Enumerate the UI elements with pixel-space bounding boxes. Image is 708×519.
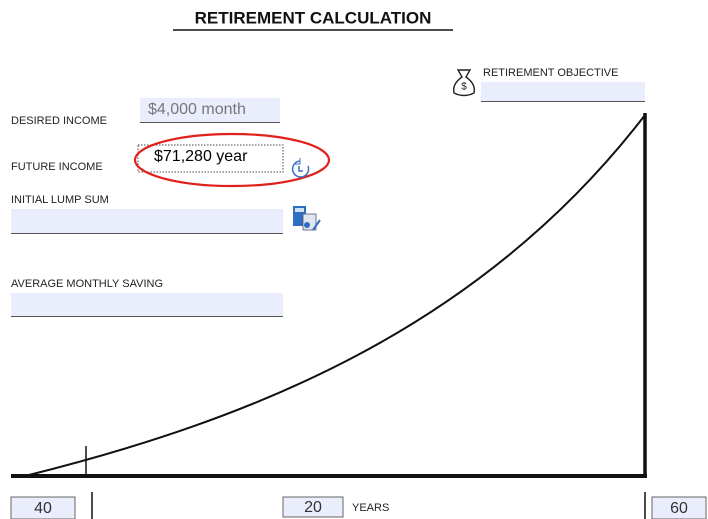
desired-income-field[interactable]	[140, 98, 280, 122]
years-field[interactable]	[282, 496, 344, 518]
years-value: 20	[304, 499, 322, 516]
monthly-saving-label: AVERAGE MONTHLY SAVING	[11, 278, 163, 290]
end-age-field[interactable]	[651, 496, 707, 519]
monthly-saving-field[interactable]	[11, 293, 283, 316]
future-income-label: FUTURE INCOME	[11, 161, 103, 173]
start-age-value: 40	[34, 500, 52, 517]
growth-curve	[24, 114, 646, 477]
svg-text:$: $	[461, 82, 467, 93]
money-bag-icon: $	[452, 69, 476, 97]
start-age-field[interactable]	[10, 496, 76, 519]
clock-icon[interactable]	[291, 158, 310, 178]
calculator-icon[interactable]	[293, 206, 321, 231]
end-age-value: 60	[670, 500, 688, 517]
lump-sum-label: INITIAL LUMP SUM	[11, 194, 109, 206]
lump-sum-field[interactable]	[11, 209, 283, 233]
years-label: YEARS	[352, 502, 389, 514]
objective-label: RETIREMENT OBJECTIVE	[483, 67, 618, 79]
highlight-circle	[133, 132, 331, 188]
future-income-value: $71,280 year	[154, 148, 248, 165]
objective-field[interactable]	[481, 82, 645, 101]
desired-income-label: DESIRED INCOME	[11, 115, 107, 127]
future-income-field[interactable]	[137, 144, 284, 173]
title: RETIREMENT CALCULATION	[195, 8, 432, 27]
desired-income-value: $4,000 month	[148, 101, 246, 118]
